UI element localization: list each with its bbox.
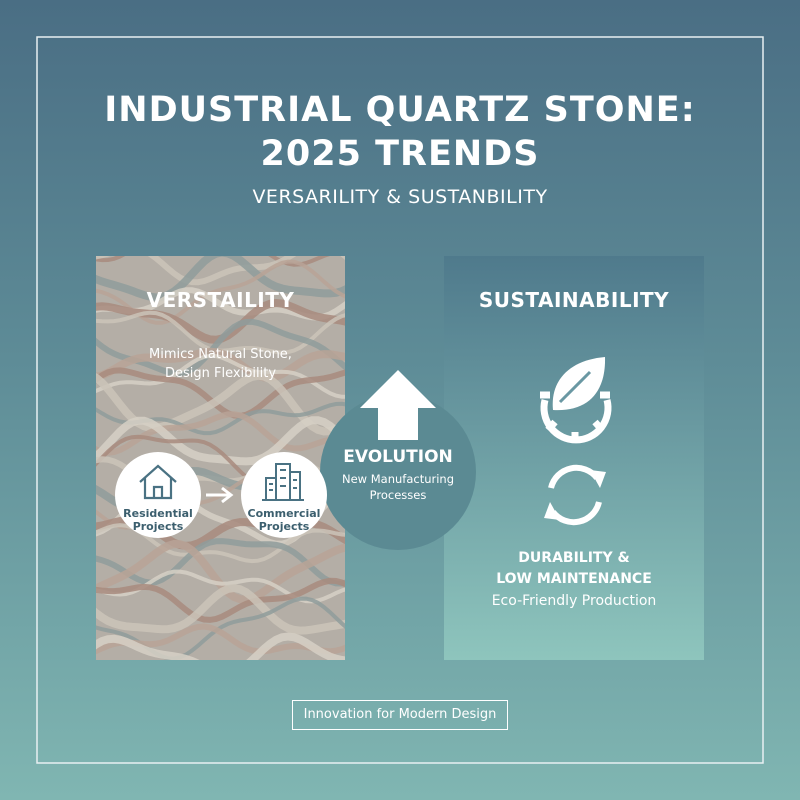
- marble-vein: [96, 632, 345, 660]
- title-line: 2025 TRENDS: [260, 134, 540, 174]
- text-line: Commercial: [247, 507, 321, 520]
- evolution-heading: EVOLUTION: [343, 447, 453, 467]
- marble-vein: [96, 583, 345, 635]
- recycle-head: [590, 470, 606, 488]
- recycle-head: [544, 502, 560, 520]
- marble-vein: [96, 256, 331, 267]
- up-arrow: [360, 370, 436, 440]
- text-line: New Manufacturing: [341, 472, 454, 486]
- frame: [36, 36, 764, 764]
- node-arrow: [206, 486, 234, 504]
- text-line: Projects: [258, 520, 310, 533]
- text-line: Residential: [123, 507, 193, 520]
- panel-description: Eco-Friendly Production: [491, 593, 657, 609]
- footer-tagline: Innovation for Modern Design: [292, 700, 508, 730]
- building-icon: [262, 463, 304, 501]
- leaf-vein: [558, 370, 592, 404]
- panel-subheading: DURABILITY & LOW MAINTENANCE: [444, 548, 704, 590]
- marble-vein: [96, 347, 345, 382]
- text-line: Design Flexibility: [164, 366, 277, 381]
- panel-description: Mimics Natural Stone, Design Flexibility: [96, 345, 345, 383]
- text-line: LOW MAINTENANCE: [496, 571, 652, 587]
- house-icon: [139, 464, 177, 500]
- text-line: Processes: [369, 488, 427, 502]
- title-line: INDUSTRIAL QUARTZ STONE:: [104, 90, 696, 130]
- marble-vein: [96, 416, 345, 466]
- marble-vein: [96, 411, 345, 456]
- marble-vein: [96, 577, 345, 623]
- residential-circle: [115, 452, 201, 538]
- panel-heading: VERSTAILITY: [146, 288, 295, 312]
- node-label: Commercial Projects: [244, 507, 324, 533]
- evolution-circle: [320, 394, 476, 550]
- commercial-circle: [241, 452, 327, 538]
- marble-vein: [96, 256, 345, 286]
- node-label: Residential Projects: [118, 507, 198, 533]
- marble-vein: [96, 569, 345, 604]
- title: INDUSTRIAL QUARTZ STONE: 2025 TRENDS: [0, 88, 800, 176]
- evolution-description: New Manufacturing Processes: [320, 471, 476, 503]
- text-line: Projects: [132, 520, 184, 533]
- text-line: Mimics Natural Stone,: [149, 347, 292, 362]
- marble-vein: [96, 256, 345, 302]
- sustainability-panel: [444, 256, 704, 660]
- subtitle: VERSARILITY & SUSTANBILITY: [252, 186, 548, 208]
- text-line: DURABILITY &: [518, 550, 630, 566]
- gear-leaf-icon: [540, 391, 612, 444]
- panel-heading: SUSTAINABILITY: [478, 288, 670, 312]
- marble-vein: [96, 367, 345, 420]
